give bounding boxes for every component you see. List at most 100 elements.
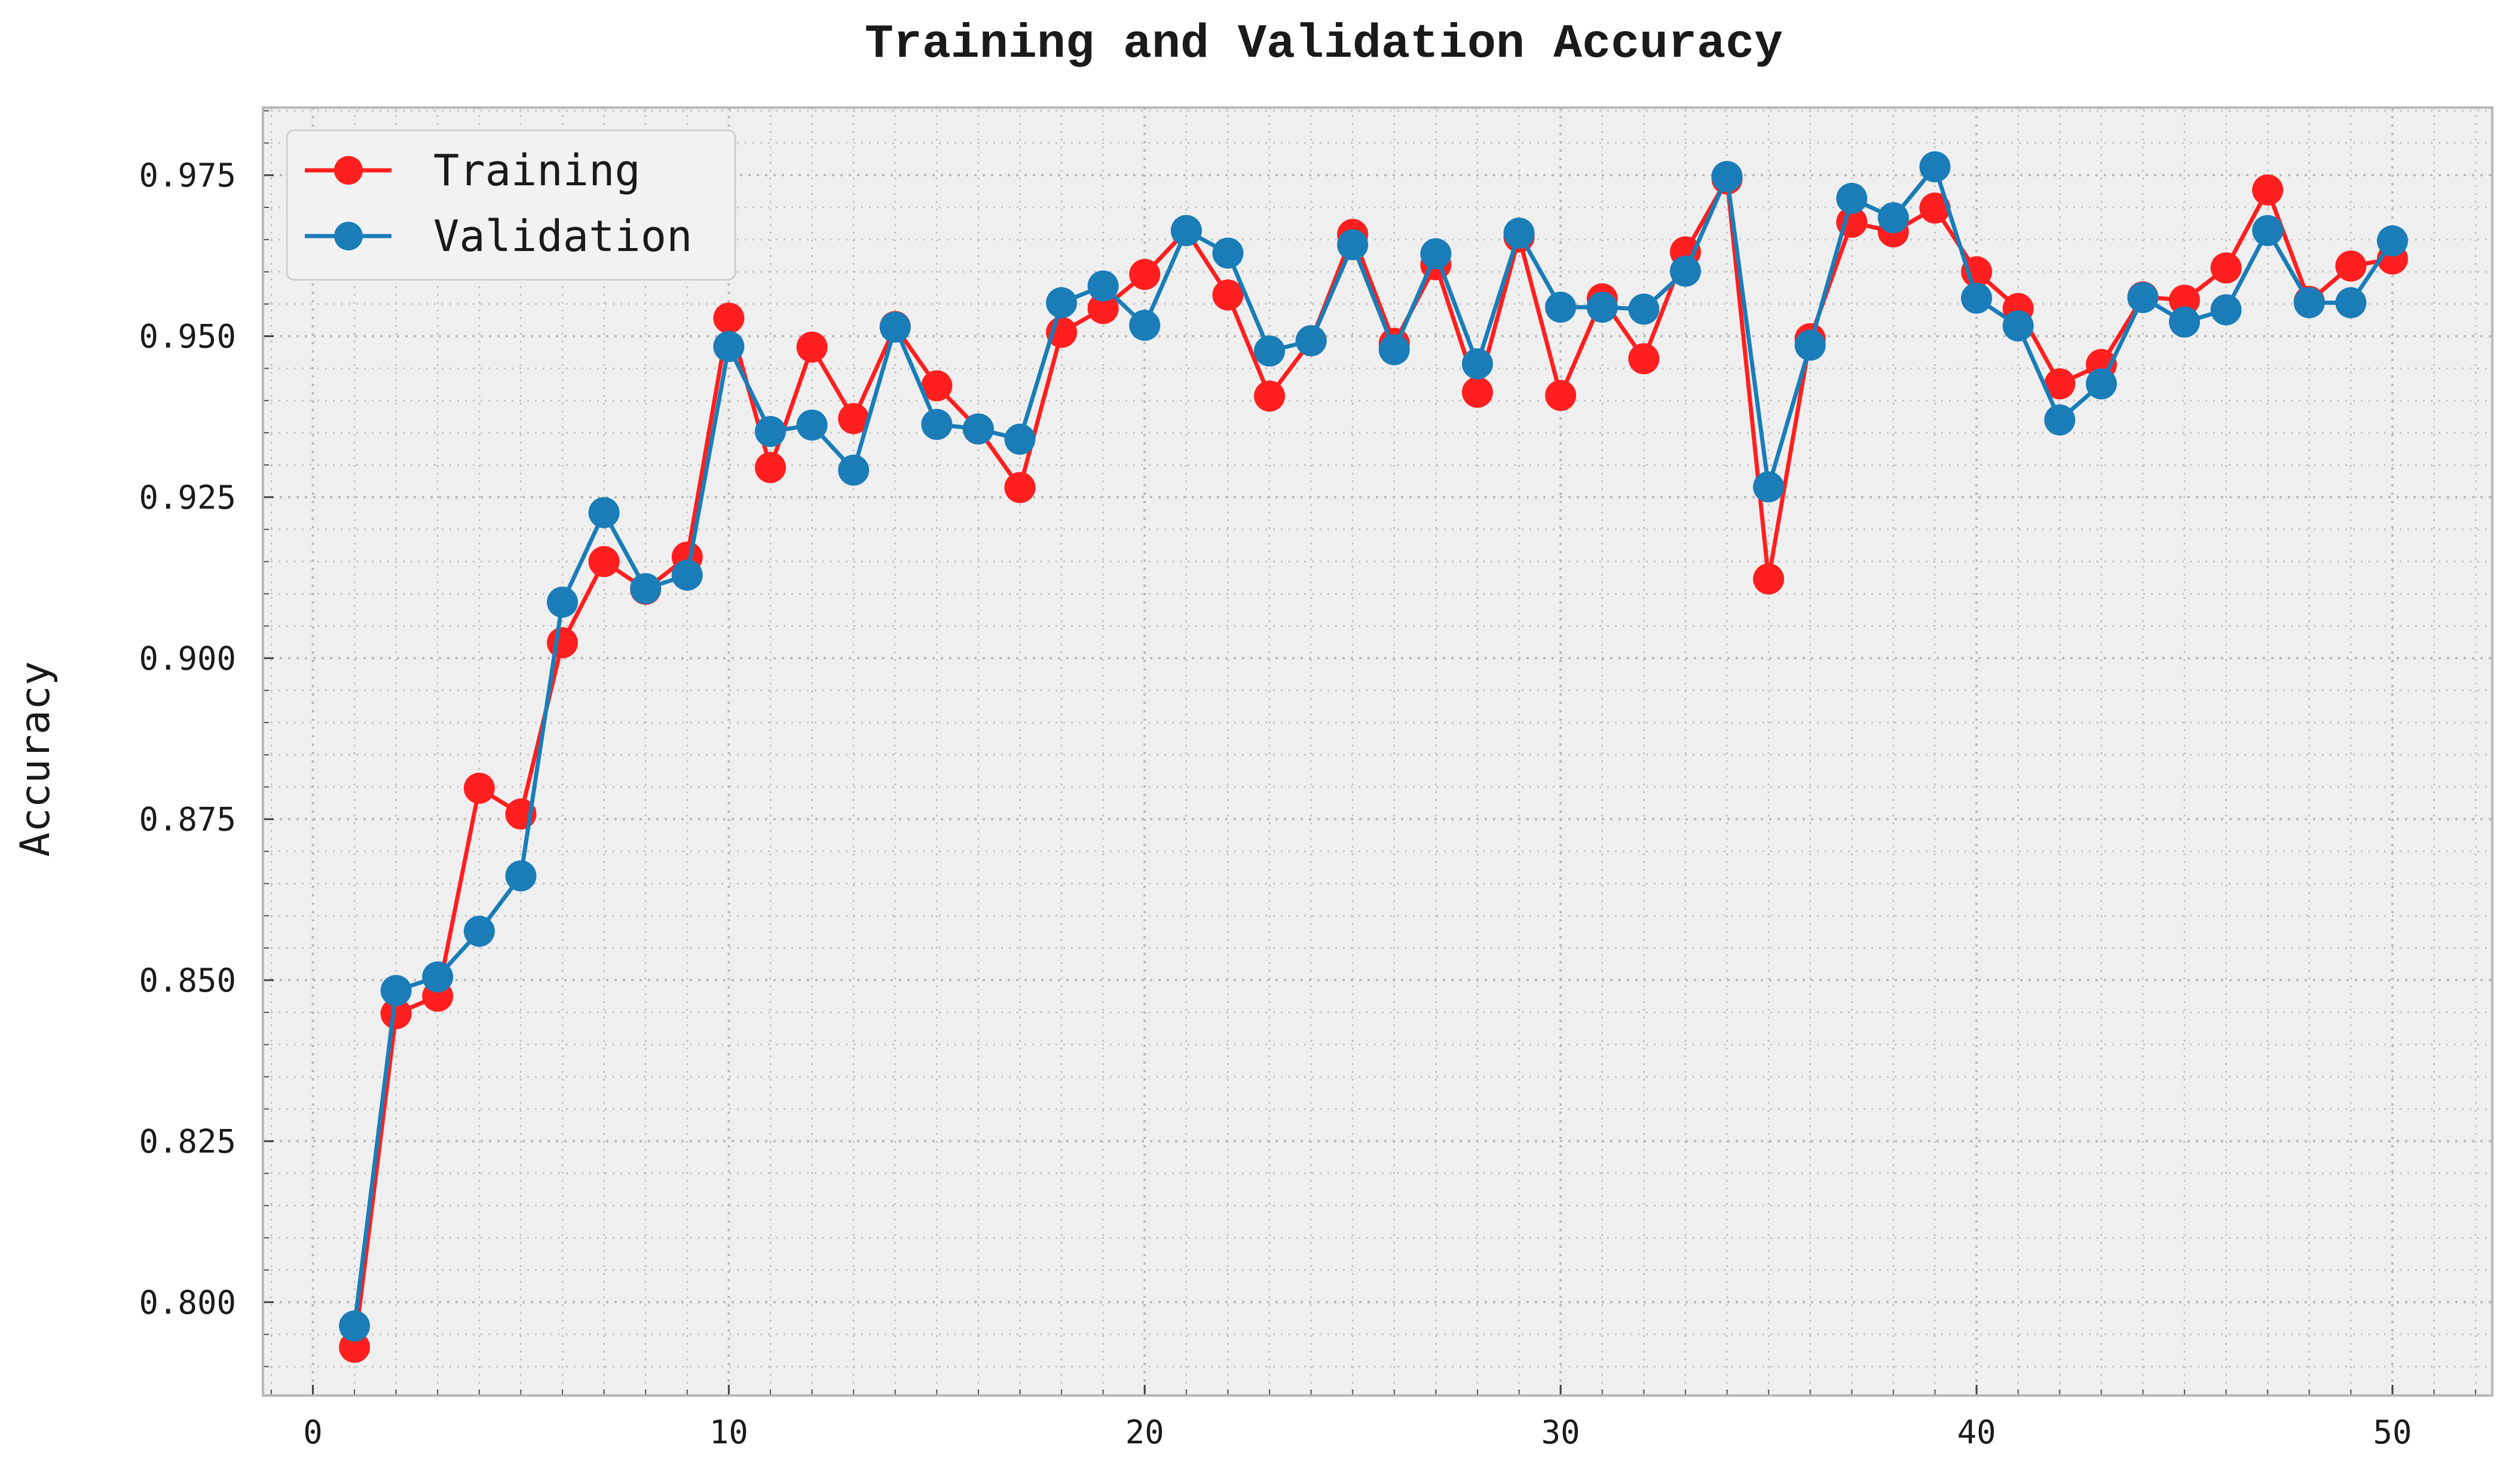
data-point-validation (1711, 161, 1743, 192)
data-point-validation (1961, 282, 1993, 314)
data-point-training (755, 452, 786, 484)
series-validation (339, 151, 2408, 1342)
data-point-validation (1087, 270, 1119, 302)
legend-marker-validation (334, 222, 363, 250)
y-axis-label: Accuracy (12, 661, 59, 857)
data-point-validation (713, 331, 745, 362)
data-point-training (588, 546, 620, 577)
data-point-validation (1046, 287, 1078, 319)
data-point-validation (2335, 287, 2367, 319)
data-point-validation (671, 559, 703, 591)
y-tick-label: 0.800 (139, 1284, 236, 1321)
data-point-validation (2044, 404, 2076, 436)
data-point-validation (1337, 229, 1369, 261)
data-point-validation (1877, 202, 1909, 234)
y-tick-label: 0.875 (139, 801, 236, 839)
data-point-validation (755, 416, 786, 447)
y-tick-label: 0.900 (139, 640, 236, 677)
data-point-validation (1212, 237, 1244, 269)
data-point-training (1628, 343, 1660, 375)
data-point-validation (588, 497, 620, 528)
data-point-training (713, 302, 745, 334)
series-line-validation (352, 164, 2394, 1327)
x-tick-label: 40 (1957, 1413, 1996, 1451)
data-point-validation (879, 311, 911, 343)
data-point-validation (838, 454, 870, 486)
data-point-training (1545, 380, 1577, 411)
data-point-validation (2169, 306, 2200, 338)
data-point-training (1753, 563, 1785, 595)
data-point-validation (1794, 329, 1826, 361)
data-point-training (796, 331, 828, 363)
data-point-validation (2377, 225, 2408, 256)
data-point-training (1087, 293, 1119, 325)
legend-entry-validation: Validation (305, 211, 692, 261)
data-point-training (547, 627, 578, 659)
x-tick-label: 50 (2373, 1413, 2412, 1451)
legend-label-training: Training (433, 145, 641, 195)
series-lines (339, 151, 2408, 1363)
data-point-validation (2210, 294, 2242, 326)
plot-area (263, 108, 2492, 1396)
data-point-validation (630, 573, 662, 604)
data-point-training (2252, 174, 2284, 206)
legend-label-validation: Validation (433, 211, 692, 261)
data-point-validation (463, 916, 495, 947)
grid-lines (263, 108, 2492, 1396)
data-point-validation (1503, 218, 1535, 249)
data-point-training (2210, 252, 2242, 284)
legend-entry-training: Training (305, 145, 641, 195)
data-point-training (921, 370, 953, 402)
data-point-validation (1670, 255, 1701, 287)
data-point-validation (1378, 334, 1410, 366)
data-point-training (2044, 368, 2076, 400)
data-point-validation (1836, 182, 1868, 214)
data-point-validation (505, 860, 537, 892)
data-point-training (1254, 380, 1286, 412)
data-point-validation (380, 975, 412, 1006)
data-point-training (380, 998, 412, 1029)
data-point-training (1462, 377, 1493, 408)
data-point-training (2169, 284, 2200, 316)
data-point-validation (339, 1310, 371, 1342)
plot-frame (262, 106, 2493, 1397)
y-tick-label: 0.925 (139, 479, 236, 516)
x-tick-label: 0 (303, 1413, 323, 1451)
chart-title: Training and Validation Accuracy (865, 17, 1783, 72)
data-point-validation (1420, 238, 1452, 270)
x-tick-label: 30 (1541, 1413, 1580, 1451)
data-point-validation (1129, 310, 1161, 341)
data-point-validation (422, 961, 454, 993)
data-point-validation (962, 413, 994, 445)
data-point-validation (1586, 292, 1618, 323)
legend: Training Validation (286, 129, 736, 281)
data-point-training (1004, 472, 1036, 503)
data-point-training (1129, 259, 1161, 290)
y-tick-label: 0.950 (139, 318, 236, 356)
data-point-validation (796, 409, 828, 441)
data-point-validation (547, 586, 578, 618)
data-point-training (1919, 192, 1951, 224)
legend-marker-training (334, 156, 363, 185)
data-point-validation (1628, 293, 1660, 325)
data-point-validation (1004, 423, 1036, 455)
data-point-validation (2127, 281, 2159, 313)
data-point-training (463, 772, 495, 804)
data-point-validation (1462, 348, 1493, 380)
data-point-validation (1254, 335, 1286, 367)
data-point-validation (2085, 368, 2117, 400)
axis-ticks: 0 10 20 30 40 50 0.800 0.825 0.850 0.875 0.900 0.92… (139, 110, 2477, 1451)
data-point-validation (1170, 215, 1202, 246)
data-point-training (2335, 250, 2367, 282)
data-point-validation (921, 409, 953, 440)
data-point-validation (1545, 292, 1577, 323)
data-point-training (838, 403, 870, 435)
y-tick-label: 0.975 (139, 157, 236, 194)
legend-box (286, 129, 736, 281)
y-tick-label: 0.825 (139, 1122, 236, 1160)
x-tick-label: 10 (709, 1413, 748, 1451)
y-tick-label: 0.850 (139, 962, 236, 999)
data-point-validation (2252, 215, 2284, 246)
x-tick-label: 20 (1125, 1413, 1164, 1451)
